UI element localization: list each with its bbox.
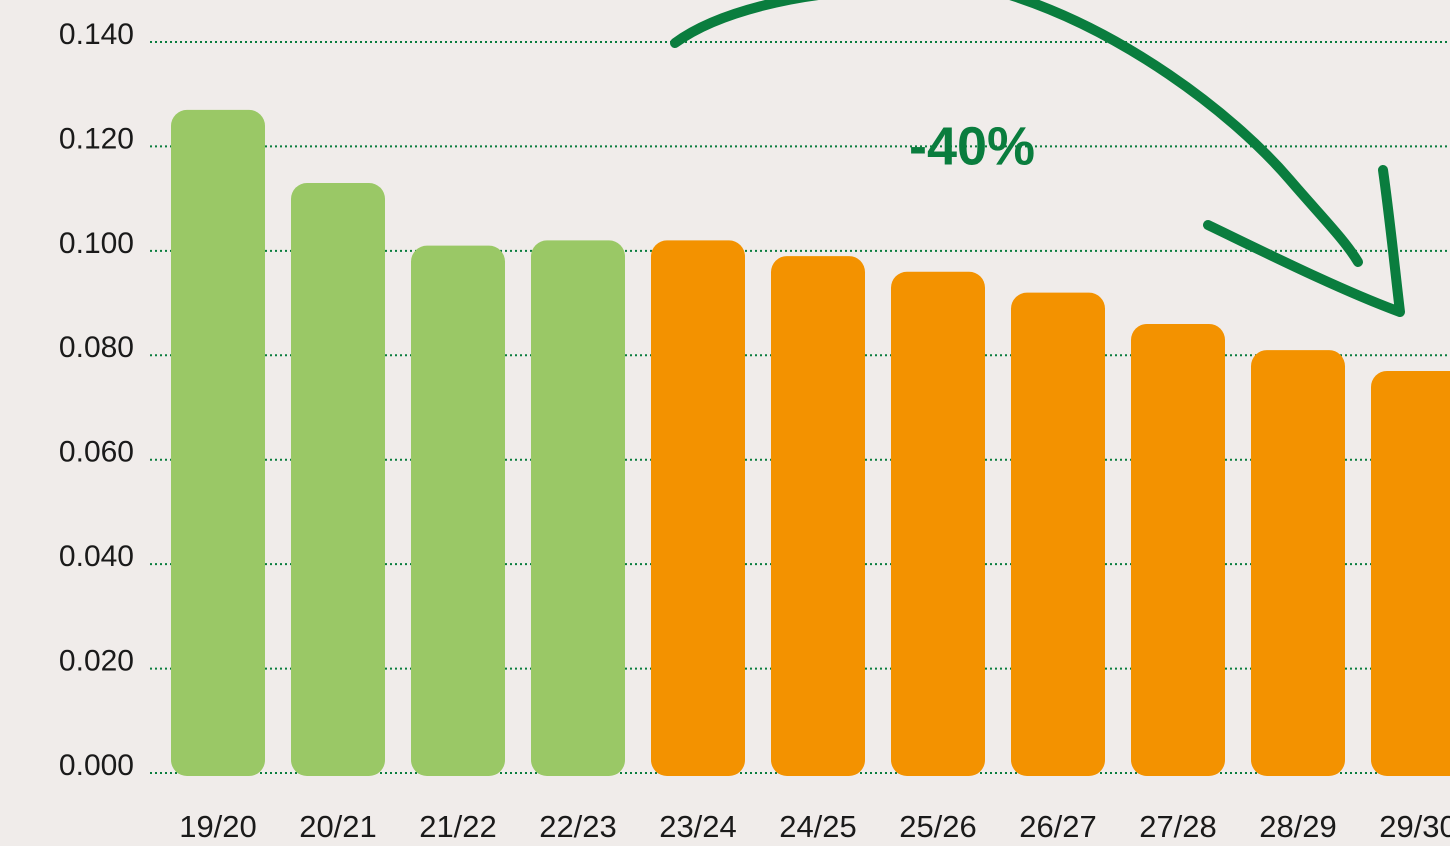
x-tick-label: 29/30 [1379, 809, 1450, 844]
bar [1011, 292, 1105, 776]
annotation: -40% [909, 116, 1035, 176]
y-tick-label: 0.140 [59, 18, 134, 51]
bar [1131, 323, 1225, 776]
x-tick-label: 22/23 [539, 809, 617, 844]
y-tick-label: 0.000 [59, 749, 134, 782]
arrow [670, 0, 1363, 267]
bar [1371, 370, 1450, 776]
bar [291, 182, 385, 776]
x-tick-label: 21/22 [419, 809, 497, 844]
y-tick-label: 0.060 [59, 436, 134, 469]
bar [891, 271, 985, 776]
bar [771, 256, 865, 776]
x-tick-label: 23/24 [659, 809, 737, 844]
x-tick-label: 20/21 [299, 809, 377, 844]
x-tick-label: 25/26 [899, 809, 977, 844]
bars [171, 109, 1450, 777]
bar [531, 240, 625, 776]
bar [411, 245, 505, 776]
bar [1251, 350, 1345, 776]
x-tick-label: 28/29 [1259, 809, 1337, 844]
y-tick-label: 0.020 [59, 644, 134, 677]
y-tick-label: 0.100 [59, 227, 134, 260]
y-tick-label: 0.080 [59, 331, 134, 364]
y-tick-label: 0.040 [59, 540, 134, 573]
x-tick-label: 19/20 [179, 809, 257, 844]
arrow-head [1203, 165, 1405, 317]
bar [171, 109, 265, 777]
y-tick-label: 0.120 [59, 122, 134, 155]
x-tick-label: 27/28 [1139, 809, 1217, 844]
x-tick-label: 24/25 [779, 809, 857, 844]
bar [651, 240, 745, 776]
x-tick-label: 26/27 [1019, 809, 1097, 844]
